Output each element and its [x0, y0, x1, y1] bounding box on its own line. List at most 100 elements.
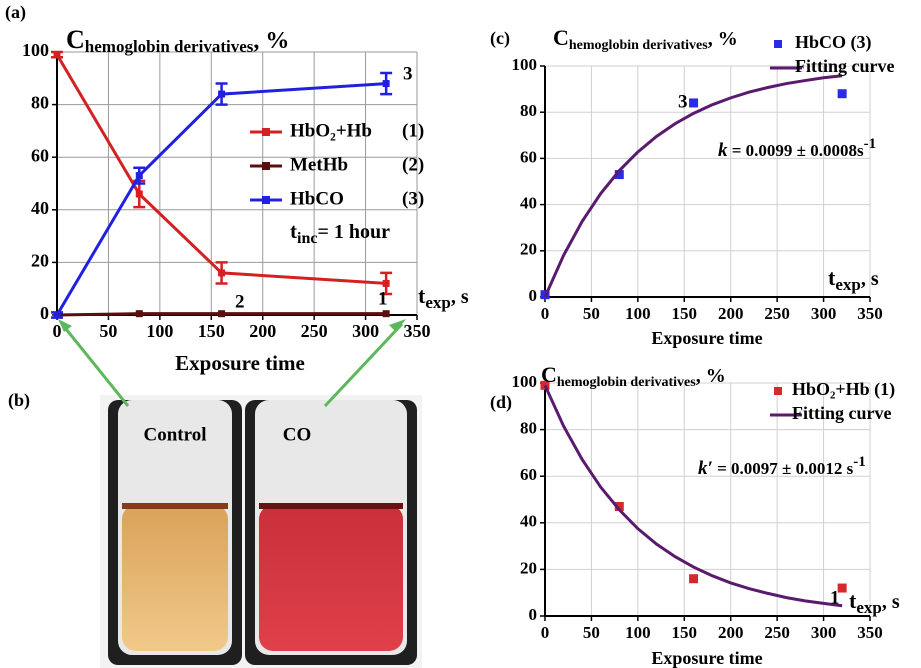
annotation-part: inc — [297, 230, 317, 247]
y-axis-title-part: C — [541, 362, 557, 387]
panel-label: (a) — [5, 2, 26, 23]
data-point — [53, 311, 61, 319]
y-tick-label: 80 — [520, 419, 537, 438]
legend-number: (1) — [402, 120, 424, 141]
meniscus — [122, 503, 228, 509]
y-tick-label: 0 — [40, 303, 49, 323]
data-point — [135, 190, 143, 198]
legend-number: (3) — [402, 188, 424, 209]
y-tick-label: 100 — [22, 40, 49, 60]
y-tick-label: 80 — [31, 93, 49, 113]
x-tick-label: 100 — [625, 304, 651, 323]
data-point — [382, 310, 390, 318]
x-unit-label-part: , s — [451, 286, 469, 308]
x-tick-label: 300 — [352, 321, 379, 341]
y-tick-label: 100 — [512, 55, 538, 74]
legend-marker — [262, 196, 270, 204]
series-line — [543, 74, 843, 298]
arrow-head — [389, 319, 406, 332]
x-tick-label: 350 — [857, 623, 883, 642]
x-tick-label: 250 — [764, 304, 790, 323]
x-tick-label: 100 — [625, 623, 651, 642]
legend-label: Fitting curve — [795, 56, 894, 76]
x-unit-label-part: exp — [425, 293, 451, 312]
y-tick-label: 20 — [31, 251, 49, 271]
data-point — [689, 574, 699, 584]
annotation: k′ = 0.0097 ± 0.0012 s-1 — [698, 454, 866, 479]
x-tick-label: 50 — [583, 304, 600, 323]
legend-number: (2) — [402, 154, 424, 175]
legend-swatch — [774, 387, 782, 395]
panel-label: (b) — [8, 390, 30, 411]
curve-label: 2 — [235, 291, 245, 312]
legend-marker — [262, 128, 270, 136]
annotation-part: k′ — [698, 458, 713, 479]
x-unit-label-part: exp — [856, 598, 882, 617]
data-point — [837, 89, 847, 99]
x-unit-label-part: exp — [835, 275, 861, 294]
data-point — [382, 80, 390, 88]
x-axis-title: Exposure time — [651, 328, 762, 348]
y-tick-label: 100 — [512, 372, 538, 391]
x-unit-label: texp, s — [849, 588, 900, 617]
curve-label: 3 — [403, 63, 413, 84]
series-line — [55, 53, 387, 285]
series-line — [543, 384, 843, 608]
y-axis-title: Chemoglobin derivatives, % — [66, 25, 289, 56]
y-tick-label: 40 — [520, 194, 537, 213]
x-tick-label: 250 — [764, 623, 790, 642]
annotation-part: k — [718, 140, 728, 161]
data-point — [218, 90, 226, 98]
legend-label: HbO₂+Hb (1) — [792, 379, 895, 400]
x-tick-label: 50 — [583, 623, 600, 642]
x-axis-title: Exposure time — [651, 648, 762, 668]
data-point — [614, 501, 624, 511]
x-unit-label: texp, s — [828, 265, 879, 294]
y-tick-label: 20 — [520, 240, 537, 259]
arrow — [60, 323, 130, 407]
y-axis-title-part: , % — [708, 28, 738, 50]
x-tick-label: 0 — [53, 321, 62, 341]
sample-liquid — [259, 505, 403, 651]
panel-label: (d) — [490, 392, 512, 413]
legend-label: HbCO (3) — [795, 32, 872, 53]
panel-label: (c) — [490, 28, 510, 49]
x-tick-label: 0 — [541, 304, 550, 323]
legend-label: HbO₂+Hb — [290, 120, 372, 141]
x-unit-label-part: , s — [861, 268, 879, 290]
y-axis-title: Chemoglobin derivatives, % — [541, 362, 726, 390]
y-axis-title-part: , % — [253, 28, 289, 54]
annotation-part: t — [290, 219, 297, 243]
x-tick-label: 200 — [718, 304, 744, 323]
x-tick-label: 150 — [198, 321, 225, 341]
legend-label: Fitting curve — [792, 403, 891, 423]
y-axis-title: Chemoglobin derivatives, % — [553, 25, 738, 53]
data-point — [614, 170, 624, 180]
annotation-part: = 1 hour — [317, 221, 390, 243]
data-point — [53, 51, 61, 59]
annotation-part: = 0.0097 ± 0.0012 s — [713, 459, 854, 478]
y-tick-label: 40 — [31, 198, 49, 218]
legend-label: HbCO — [290, 188, 344, 209]
y-axis-title-part: C — [66, 25, 85, 54]
legend-marker — [262, 162, 270, 170]
y-tick-label: 60 — [520, 465, 537, 484]
series-line — [55, 82, 387, 316]
y-axis-title-part: , % — [696, 365, 726, 387]
data-point — [218, 269, 226, 277]
y-tick-label: 60 — [31, 145, 49, 165]
legend-swatch — [774, 40, 782, 48]
annotation-part: -1 — [853, 454, 866, 470]
data-point — [382, 279, 390, 287]
y-axis-title-part: hemoglobin derivatives — [85, 37, 254, 56]
x-tick-label: 50 — [99, 321, 117, 341]
x-tick-label: 250 — [301, 321, 328, 341]
meniscus — [259, 503, 403, 509]
x-tick-label: 0 — [541, 623, 550, 642]
curve-label: 1 — [378, 288, 388, 309]
x-axis-title: Exposure time — [175, 351, 305, 375]
y-tick-label: 40 — [520, 512, 537, 531]
data-point — [689, 98, 699, 108]
y-tick-label: 0 — [529, 286, 538, 305]
